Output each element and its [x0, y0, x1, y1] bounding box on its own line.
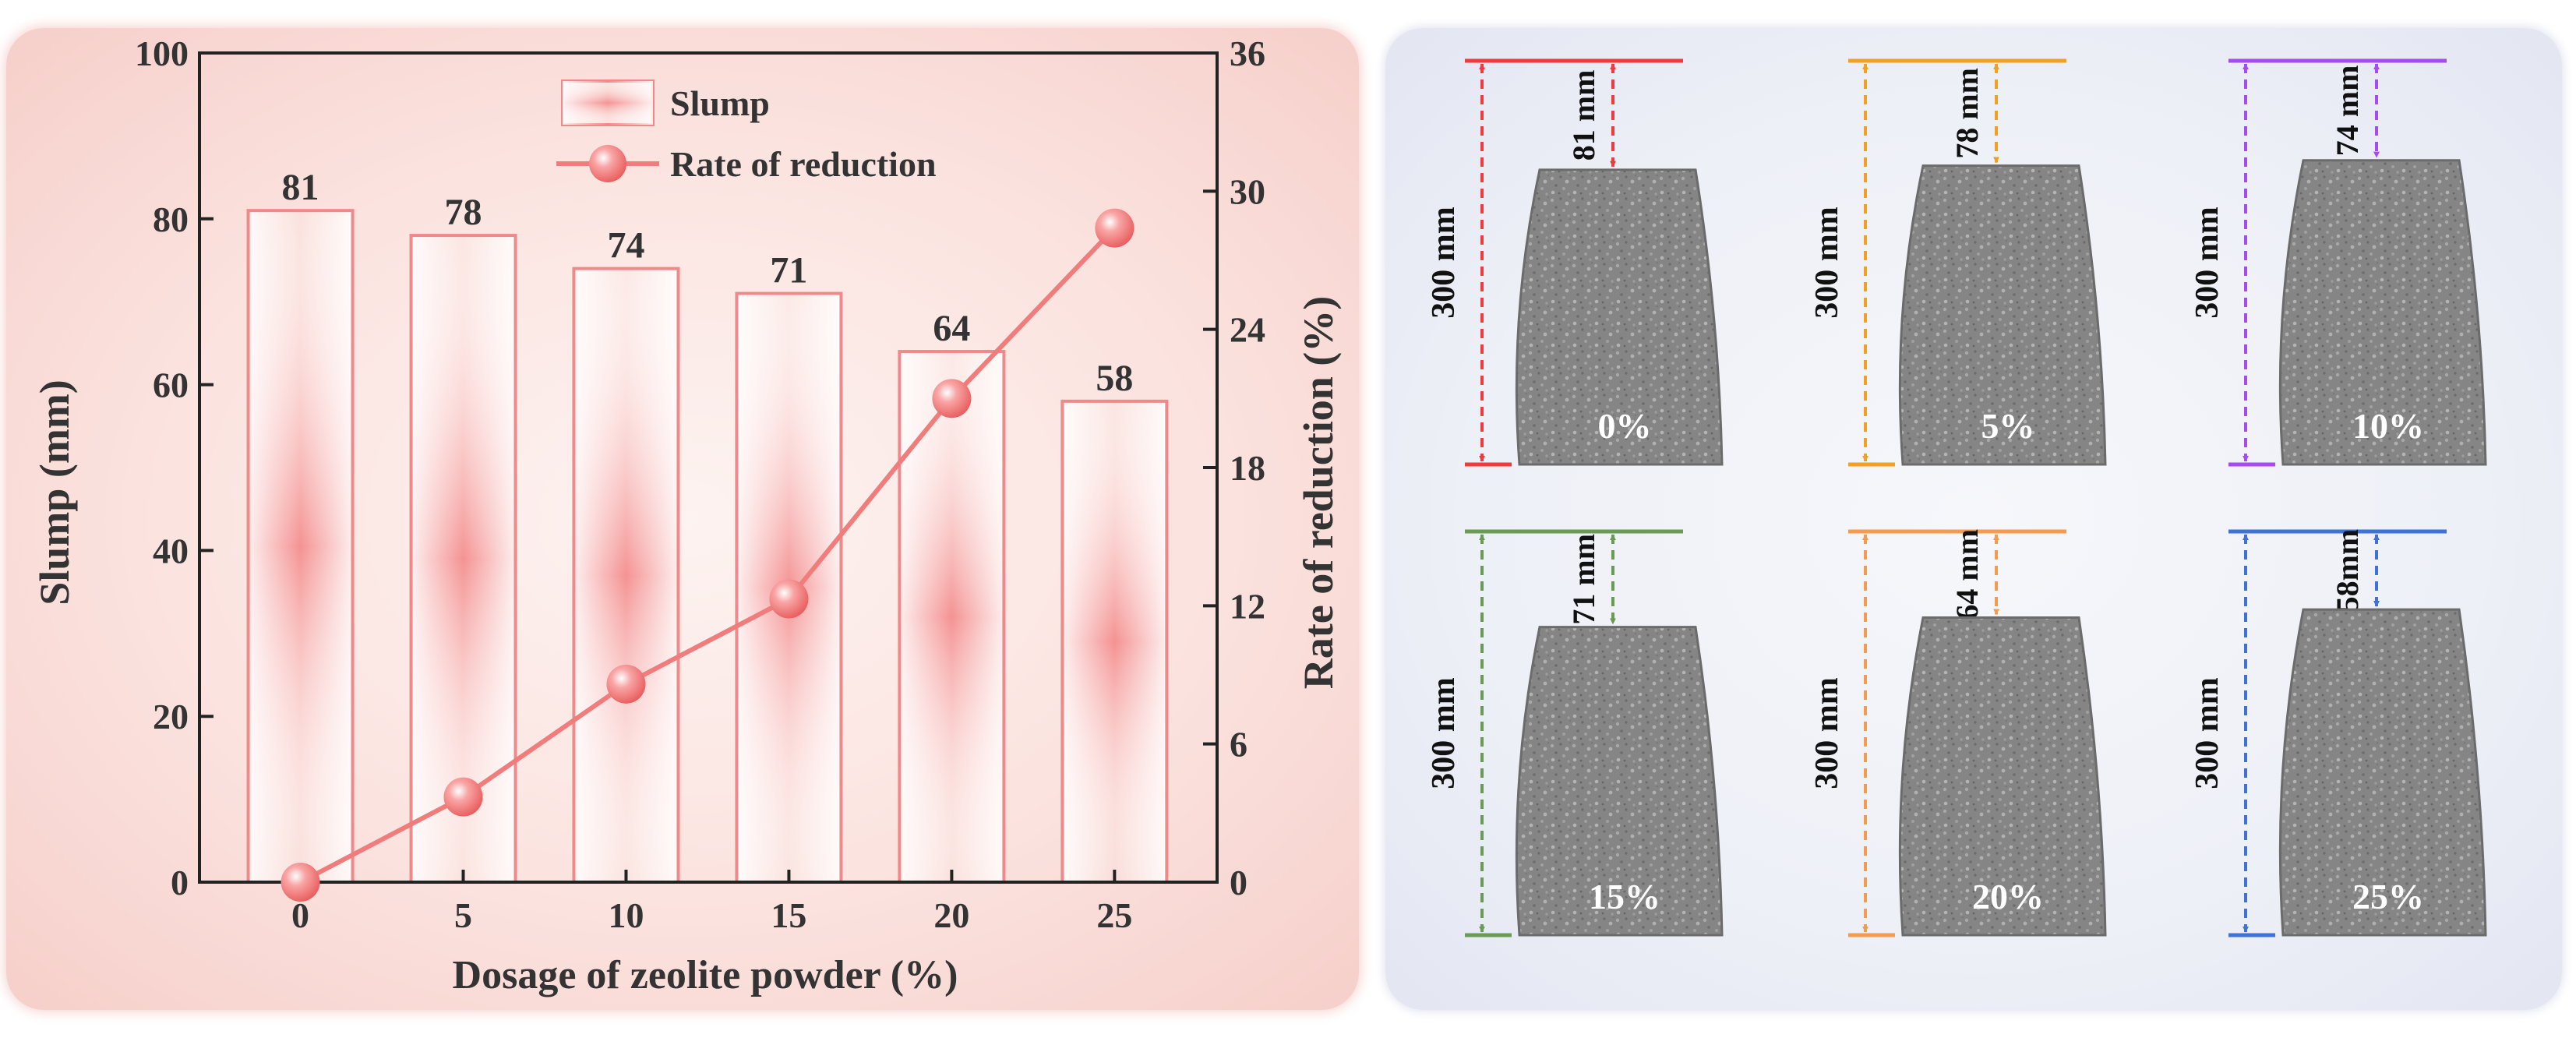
x-tick-label: 25 [1096, 895, 1132, 935]
cone-height-label: 300 mm [1809, 207, 1845, 318]
cone-height-label: 300 mm [2190, 207, 2225, 318]
slump-specimen: 300 mm 78 mm 5% [1809, 58, 2107, 467]
concrete-specimen [2278, 608, 2487, 937]
reduction-point [443, 777, 483, 817]
reduction-point [1095, 208, 1134, 248]
reduction-line [281, 208, 1134, 902]
reduction-point [932, 379, 972, 418]
cone-height-label: 300 mm [1426, 207, 1462, 318]
slump-diagram: 300 mm 81 mm 0% 300 mm 78 mm 5% 300 mm 74 mm 10%… [1426, 58, 2487, 937]
slump-value-label: 81 mm [1566, 70, 1601, 161]
dosage-label: 15% [1589, 877, 1660, 916]
dosage-label: 20% [1972, 877, 2044, 916]
slump-specimen: 300 mm 74 mm 10% [2190, 58, 2487, 467]
legend-line-marker [589, 145, 626, 182]
x-tick-label: 10 [608, 895, 644, 935]
dosage-label: 25% [2352, 877, 2424, 916]
dosage-label: 0% [1598, 406, 1652, 446]
y2-tick-label: 6 [1230, 725, 1247, 764]
bar-data-label: 71 [770, 250, 807, 291]
slump-value-label: 74 mm [2330, 65, 2365, 157]
slump-specimen: 300 mm 81 mm 0% [1426, 58, 1724, 467]
cone-height-label: 300 mm [1426, 677, 1462, 789]
x-tick-label: 0 [291, 895, 309, 935]
cone-height-label: 300 mm [2190, 677, 2225, 789]
x-tick-label: 15 [771, 895, 806, 935]
concrete-specimen [1898, 616, 2107, 937]
slump-specimen: 300 mm 71 mm 15% [1426, 529, 1724, 937]
reduction-point [769, 579, 809, 619]
concrete-specimen [1898, 164, 2107, 466]
cone-height-label: 300 mm [1809, 677, 1845, 789]
bar-data-label: 78 [445, 192, 482, 233]
slump-bar-outline [572, 267, 680, 884]
chart-axes: 0 20 40 60 80 100 0 6 12 18 24 30 36 0 5 10 15 20 25 [135, 34, 1265, 935]
x-tick-label: 5 [454, 895, 472, 935]
slump-bar-outline [898, 350, 1006, 884]
slump-value-label: 64 mm [1950, 529, 1985, 620]
y2-tick-label: 24 [1230, 310, 1265, 350]
bar-data-label: 74 [607, 225, 644, 267]
slump-bars: 81 78 74 71 64 58 [246, 167, 1169, 884]
slump-specimen: 300 mm 64 mm 20% [1809, 529, 2107, 937]
slump-value-label: 58mm [2330, 529, 2365, 613]
bar-data-label: 81 [282, 167, 319, 208]
concrete-specimen [1515, 626, 1724, 937]
y-tick-label: 0 [171, 863, 189, 902]
dosage-label: 10% [2352, 406, 2424, 446]
y2-tick-label: 18 [1230, 448, 1265, 488]
y2-tick-label: 12 [1230, 586, 1265, 626]
reduction-series-line [299, 226, 1117, 884]
y-axis-label: Slump (mm) [31, 380, 78, 606]
reduction-point [606, 664, 646, 704]
y-tick-label: 40 [153, 531, 189, 570]
slump-bar-outline [1060, 399, 1169, 884]
legend: Slump Rate of reduction [556, 79, 937, 184]
slump-specimen: 300 mm 58mm 25% [2190, 529, 2487, 937]
chart-labels: Dosage of zeolite powder (%) Slump (mm) … [31, 296, 1342, 997]
reduction-point [281, 863, 320, 902]
y-tick-label: 60 [153, 365, 189, 405]
dosage-label: 5% [1981, 406, 2035, 446]
y2-tick-label: 30 [1230, 171, 1265, 211]
slump-value-label: 71 mm [1566, 534, 1601, 625]
bar-data-label: 58 [1096, 358, 1133, 399]
y-tick-label: 100 [135, 34, 189, 73]
slump-bar-outline [246, 209, 355, 884]
y2-axis-label: Rate of reduction (%) [1295, 296, 1342, 689]
concrete-specimen [1515, 168, 1724, 466]
y-tick-label: 20 [153, 697, 189, 736]
legend-slump-label: Slump [670, 83, 770, 123]
y2-tick-label: 0 [1230, 863, 1247, 902]
concrete-specimen [2278, 159, 2487, 466]
bar-data-label: 64 [933, 308, 970, 349]
x-axis-label: Dosage of zeolite powder (%) [453, 953, 958, 997]
y2-tick-label: 36 [1230, 34, 1265, 73]
y-tick-label: 80 [153, 199, 189, 239]
legend-reduction-label: Rate of reduction [670, 144, 937, 184]
x-tick-label: 20 [933, 895, 969, 935]
legend-slump-swatch-shade [563, 81, 653, 125]
slump-value-label: 78 mm [1950, 68, 1985, 159]
